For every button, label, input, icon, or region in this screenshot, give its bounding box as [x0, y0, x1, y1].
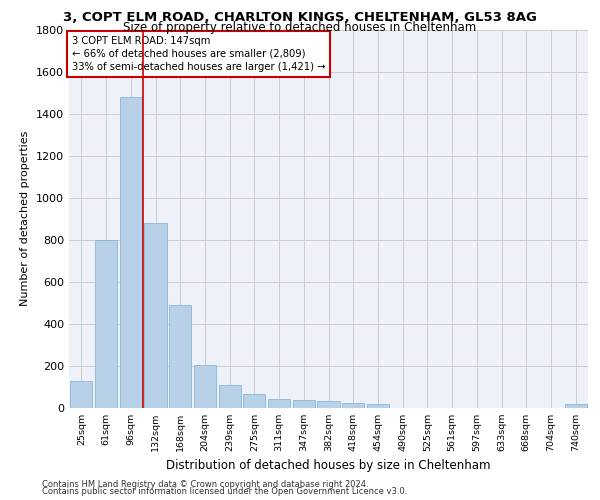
Bar — [367, 404, 389, 407]
Bar — [145, 223, 167, 408]
Text: Contains public sector information licensed under the Open Government Licence v3: Contains public sector information licen… — [42, 487, 407, 496]
Bar — [218, 386, 241, 407]
X-axis label: Distribution of detached houses by size in Cheltenham: Distribution of detached houses by size … — [166, 459, 491, 472]
Text: Contains HM Land Registry data © Crown copyright and database right 2024.: Contains HM Land Registry data © Crown c… — [42, 480, 368, 489]
Y-axis label: Number of detached properties: Number of detached properties — [20, 131, 31, 306]
Bar — [119, 97, 142, 408]
Bar — [565, 404, 587, 407]
Bar — [243, 394, 265, 407]
Bar — [293, 400, 315, 407]
Text: Size of property relative to detached houses in Cheltenham: Size of property relative to detached ho… — [124, 22, 476, 35]
Bar — [268, 398, 290, 407]
Bar — [317, 401, 340, 407]
Bar — [342, 403, 364, 407]
Bar — [194, 364, 216, 408]
Text: 3 COPT ELM ROAD: 147sqm
← 66% of detached houses are smaller (2,809)
33% of semi: 3 COPT ELM ROAD: 147sqm ← 66% of detache… — [71, 36, 325, 72]
Text: 3, COPT ELM ROAD, CHARLTON KINGS, CHELTENHAM, GL53 8AG: 3, COPT ELM ROAD, CHARLTON KINGS, CHELTE… — [63, 11, 537, 24]
Bar — [169, 304, 191, 408]
Bar — [95, 240, 117, 408]
Bar — [70, 382, 92, 407]
